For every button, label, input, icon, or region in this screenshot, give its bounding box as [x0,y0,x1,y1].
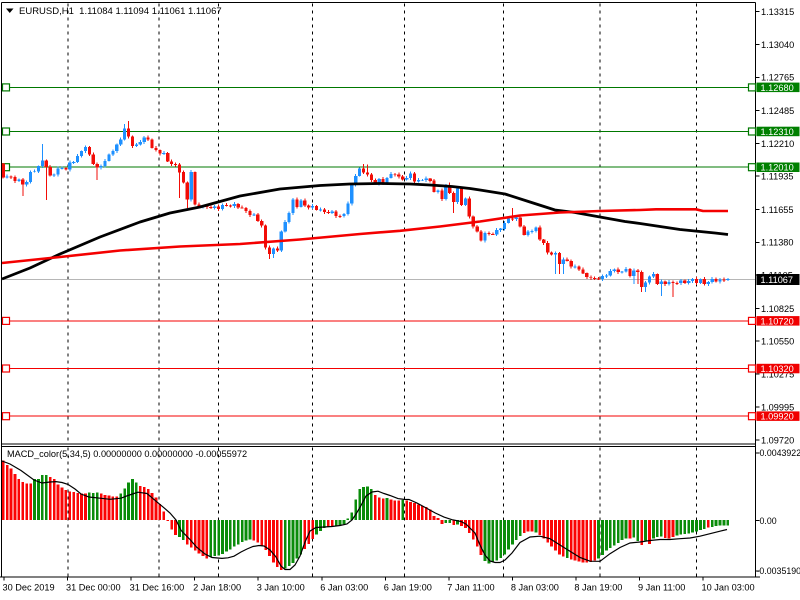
svg-text:1.13315: 1.13315 [761,7,794,17]
svg-text:0.0043922: 0.0043922 [760,448,800,458]
svg-text:1.11380: 1.11380 [761,238,794,248]
svg-text:1.11655: 1.11655 [761,205,794,215]
svg-text:1.11935: 1.11935 [761,172,794,182]
svg-text:8 Jan 19:00: 8 Jan 19:00 [574,583,622,593]
svg-text:1.12765: 1.12765 [761,73,794,83]
svg-text:1.09995: 1.09995 [761,403,794,413]
svg-text:1.10720: 1.10720 [761,316,794,326]
svg-text:1.09720: 1.09720 [761,435,794,445]
svg-text:7 Jan 11:00: 7 Jan 11:00 [447,583,494,593]
svg-text:30 Dec 2019: 30 Dec 2019 [3,583,55,593]
svg-text:1.10825: 1.10825 [761,304,794,314]
svg-text:31 Dec 16:00: 31 Dec 16:00 [130,583,185,593]
svg-text:1.09920: 1.09920 [761,412,794,422]
svg-text:1.10550: 1.10550 [761,337,794,347]
svg-text:6 Jan 19:00: 6 Jan 19:00 [384,583,432,593]
svg-text:3 Jan 10:00: 3 Jan 10:00 [257,583,305,593]
svg-text:1.12680: 1.12680 [761,83,794,93]
svg-text:1.12210: 1.12210 [761,139,794,149]
svg-text:-0.0035190: -0.0035190 [757,566,800,576]
svg-text:2 Jan 18:00: 2 Jan 18:00 [193,583,241,593]
svg-text:1.10275: 1.10275 [761,369,794,379]
svg-text:1.10320: 1.10320 [761,364,794,374]
svg-text:0.00: 0.00 [760,516,777,526]
svg-text:9 Jan 11:00: 9 Jan 11:00 [638,583,685,593]
svg-text:6 Jan 03:00: 6 Jan 03:00 [320,583,368,593]
svg-text:10 Jan 03:00: 10 Jan 03:00 [702,583,755,593]
svg-text:1.12310: 1.12310 [761,127,794,137]
svg-text:8 Jan 03:00: 8 Jan 03:00 [511,583,559,593]
svg-text:EURUSD,H1 1.11084 1.11094 1.1: EURUSD,H1 1.11084 1.11094 1.11061 1.1106… [19,6,222,17]
svg-text:31 Dec 00:00: 31 Dec 00:00 [66,583,121,593]
svg-text:1.12485: 1.12485 [761,106,794,116]
svg-text:1.12010: 1.12010 [761,163,794,173]
svg-text:1.13040: 1.13040 [761,40,794,50]
svg-text:1.11067: 1.11067 [761,275,794,285]
svg-text:MACD_color(5,34,5) 0.00000000: MACD_color(5,34,5) 0.00000000 0.00000000… [7,449,247,459]
